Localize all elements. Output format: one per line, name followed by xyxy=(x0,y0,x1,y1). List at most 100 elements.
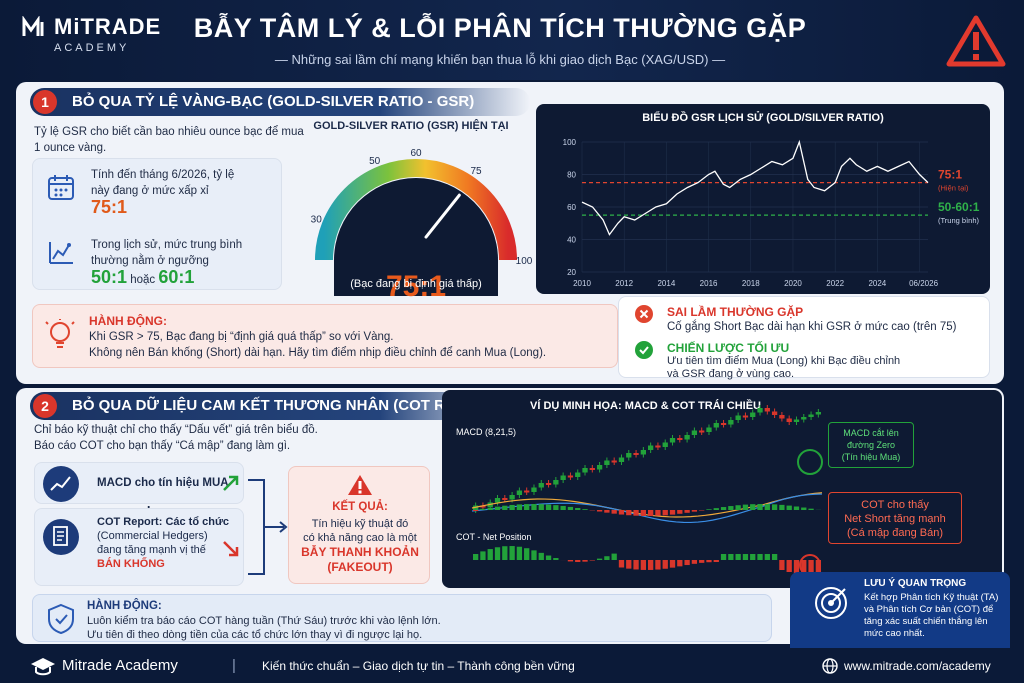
gauge-face xyxy=(334,178,498,296)
cot-net-bar xyxy=(633,560,639,570)
cot-net-bar xyxy=(771,554,778,560)
macd-price-candle xyxy=(538,483,544,488)
cot-action-box: HÀNH ĐỘNG: Luôn kiểm tra báo cáo COT hàn… xyxy=(32,594,772,642)
footer: Mitrade Academy | Kiến thức chuẩn – Giao… xyxy=(0,648,1024,683)
gsr-x-tick: 2016 xyxy=(700,279,718,288)
macd-price-candle xyxy=(640,450,646,455)
gsr-x-tick: 2014 xyxy=(657,279,675,288)
macd-histogram-bar xyxy=(575,507,581,510)
cot-net-bar xyxy=(655,560,661,570)
lightbulb-icon xyxy=(45,319,75,348)
gsr-series-line xyxy=(581,139,929,236)
macd-histogram-bar xyxy=(764,504,770,510)
macd-cot-svg xyxy=(471,405,823,580)
cot-net-bar xyxy=(764,554,770,560)
macd-histogram-bar xyxy=(494,506,501,510)
warning-icon xyxy=(946,15,1006,67)
cot-net-bar xyxy=(691,560,698,564)
cot-net-bar xyxy=(757,554,763,560)
macd-histogram-bar xyxy=(713,508,719,510)
macd-price-candle xyxy=(801,417,807,420)
result-title: KẾT QUẢ: xyxy=(332,501,388,513)
macd-histogram-bar xyxy=(611,510,617,514)
macd-price-candle xyxy=(706,427,712,432)
macd-histogram-bar xyxy=(655,510,661,516)
footer-url[interactable]: www.mitrade.com/academy xyxy=(844,659,991,673)
cot-net-bar xyxy=(720,554,727,560)
macd-cot-chart: VÍ DỤ MINH HỌA: MACD & COT TRÁI CHIỀU MA… xyxy=(442,390,1002,588)
cot-intro-line2: Báo cáo COT cho bạn thấy “Cá mập” đang l… xyxy=(34,440,291,452)
macd-histogram-bar xyxy=(640,510,646,516)
cot-net-bar xyxy=(786,560,792,572)
macd-histogram-bar xyxy=(553,505,559,510)
gsr-x-tick: 2020 xyxy=(784,279,802,288)
tip-text: Kết hợp Phân tích Kỹ thuật (TA) và Phân t… xyxy=(864,592,999,639)
macd-histogram-bar xyxy=(757,504,763,510)
gauge-needle xyxy=(424,193,461,239)
cot-net-bar xyxy=(480,551,486,560)
footer-separator: | xyxy=(232,657,236,674)
brand-logo[interactable]: MiTRADE ACADEMY xyxy=(22,14,161,54)
target-icon xyxy=(815,587,847,619)
cot-net-bar xyxy=(473,554,479,560)
macd-price-candle xyxy=(793,419,800,422)
cot-net-bar xyxy=(589,560,595,561)
macd-histogram-bar xyxy=(735,505,741,510)
graduation-cap-icon xyxy=(31,658,55,676)
gsr-ref-label: 50-60:1 xyxy=(938,200,980,214)
macd-price-candle xyxy=(742,415,749,418)
gauge-tick-label: 30 xyxy=(311,215,323,226)
gsr-y-tick: 80 xyxy=(567,171,576,180)
cot-net-bar xyxy=(545,555,552,560)
cot-net-bar xyxy=(669,560,676,568)
macd-histogram-bar xyxy=(473,510,479,511)
macd-price-candle xyxy=(691,430,698,435)
macd-price-candle xyxy=(757,408,763,413)
mistake-text: Cố gắng Short Bạc dài hạn khi GSR ở mức … xyxy=(667,321,957,333)
macd-histogram-bar xyxy=(596,510,603,512)
check-circle-icon xyxy=(635,341,653,359)
macd-price-candle xyxy=(699,430,705,433)
section2-number: 2 xyxy=(33,394,57,418)
macd-price-candle xyxy=(728,420,734,425)
gsr-ref-label: 75:1 xyxy=(938,168,962,182)
gsr-x-tick: 2010 xyxy=(573,279,591,288)
gsr-y-tick: 100 xyxy=(563,138,577,147)
macd-histogram-bar xyxy=(728,506,734,510)
macd-histogram-bar xyxy=(545,504,552,510)
cot-net-bar xyxy=(662,560,668,569)
cot-action-title: HÀNH ĐỘNG: xyxy=(87,600,162,612)
tip-title: LƯU Ý QUAN TRỌNG xyxy=(864,578,967,589)
gsr-x-tick: 06/2026 xyxy=(909,279,938,288)
cot-net-bar xyxy=(516,546,523,560)
macd-price-candle xyxy=(509,495,515,500)
gauge-title: GOLD-SILVER RATIO (GSR) HIỆN TẠI xyxy=(313,120,509,132)
gsr-gauge: 30 50 60 75 100 xyxy=(311,148,533,296)
cot-net-bar xyxy=(502,546,508,560)
cot-net-bar xyxy=(611,553,617,560)
macd-price-candle xyxy=(633,453,639,455)
cot-net-bar xyxy=(582,560,588,562)
strategy-title: CHIẾN LƯỢC TỐI ƯU xyxy=(667,341,790,355)
cot-net-bar xyxy=(553,558,559,560)
macd-line xyxy=(471,492,823,518)
gauge-value: 75:1 xyxy=(385,270,447,303)
macd-price-candle xyxy=(611,460,617,463)
macd-price-candle xyxy=(524,490,530,493)
macd-histogram-bar xyxy=(691,510,698,512)
gauge-tick-label: 60 xyxy=(410,148,422,159)
cot-net-bar xyxy=(626,560,632,569)
macd-histogram-bar xyxy=(786,505,792,510)
macd-histogram-bar xyxy=(669,510,676,515)
mistake-title: SAI LẦM THƯỜNG GẶP xyxy=(667,305,804,319)
macd-price-candle xyxy=(786,418,792,422)
mitrade-logo-icon xyxy=(22,16,44,36)
globe-icon xyxy=(822,658,838,674)
shield-check-icon xyxy=(48,603,74,635)
section1-number: 1 xyxy=(33,90,57,114)
gsr-x-tick: 2018 xyxy=(742,279,760,288)
important-note-box: LƯU Ý QUAN TRỌNG Kết hợp Phân tích Kỹ th… xyxy=(790,572,1010,648)
macd-histogram-bar xyxy=(662,510,668,516)
report-document-icon xyxy=(43,519,79,555)
calendar-icon xyxy=(48,175,74,200)
